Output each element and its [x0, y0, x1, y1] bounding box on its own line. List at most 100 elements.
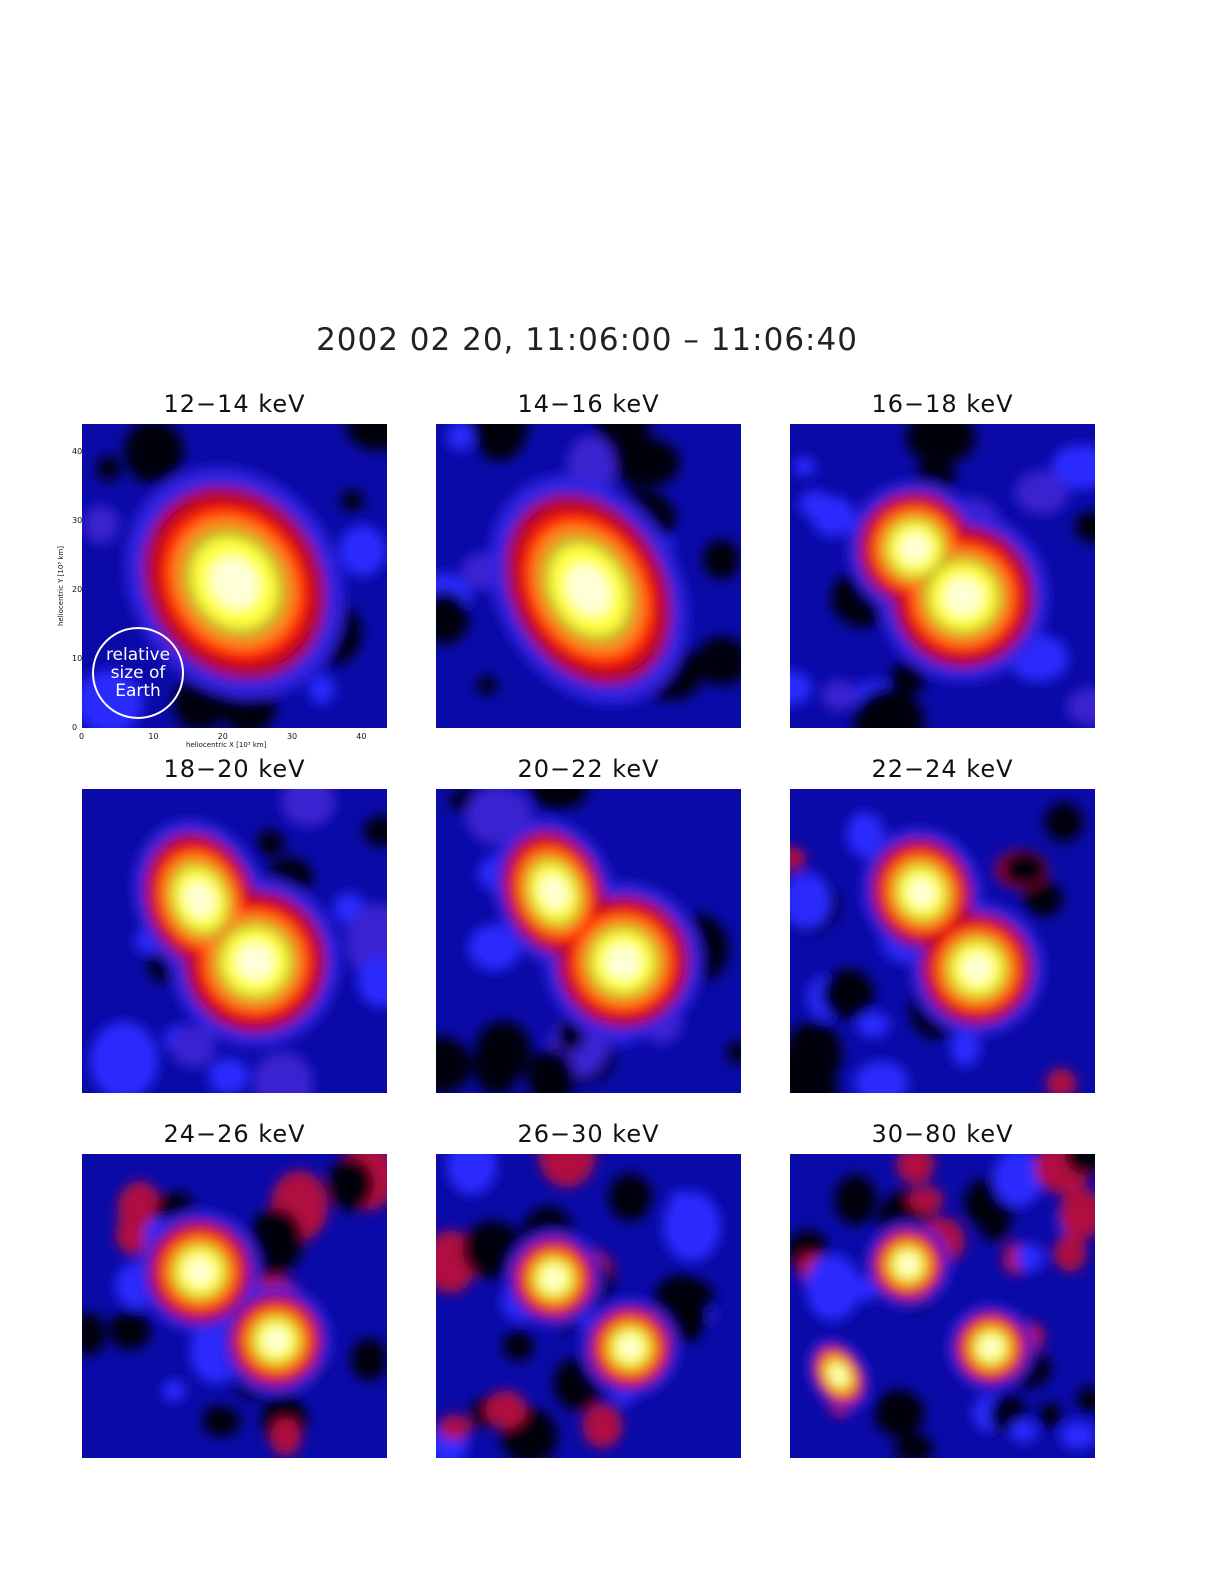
x-tick-label: 0 [79, 732, 85, 741]
source-contour [185, 1257, 214, 1286]
panel-label: 12−14 keV [163, 390, 306, 418]
source-contour [209, 556, 260, 610]
panel-label: 26−30 keV [517, 1120, 660, 1148]
noise-blob [874, 1389, 925, 1438]
source-contour [542, 1267, 565, 1290]
noise-blob [1046, 1068, 1077, 1093]
noise-blob [340, 490, 364, 512]
noise-blob [1015, 1243, 1044, 1272]
xray-map [436, 424, 741, 728]
noise-blob [538, 1154, 596, 1188]
noise-blob [1015, 470, 1069, 515]
source-contour [184, 881, 216, 918]
earth-label-line: relative [105, 645, 171, 665]
noise-blob [798, 491, 832, 518]
noise-blob [834, 1174, 877, 1226]
noise-blob [115, 1213, 155, 1255]
noise-blob [1009, 1419, 1038, 1443]
panel-label: 20−22 keV [517, 755, 660, 783]
panel-label: 24−26 keV [163, 1120, 306, 1148]
y-tick-label: 30 [72, 515, 83, 525]
noise-blob [894, 1433, 934, 1458]
noise-blob [281, 789, 336, 827]
y-tick-label: 40 [72, 446, 83, 456]
noise-blob [527, 1048, 575, 1093]
noise-blob [256, 829, 285, 857]
noise-blob [96, 456, 122, 481]
noise-blob [1038, 1402, 1063, 1430]
noise-blob [475, 1020, 532, 1083]
noise-blob [468, 924, 521, 971]
noise-blob [1053, 1233, 1087, 1272]
noise-blob [950, 1028, 980, 1067]
noise-blob [908, 1186, 944, 1213]
xray-map [790, 424, 1095, 728]
xray-image-panel: relative size of Earth [82, 424, 387, 728]
noise-blob [889, 660, 928, 694]
noise-blob [582, 1403, 623, 1448]
noise-blob [327, 1157, 374, 1211]
xray-image-panel [436, 789, 741, 1093]
noise-blob [790, 671, 812, 705]
y-tick-label: 20 [72, 584, 83, 594]
xray-map [790, 789, 1095, 1093]
noise-blob [846, 812, 884, 858]
source-contour [899, 533, 931, 564]
noise-blob [1076, 1386, 1095, 1413]
noise-blob [438, 1414, 472, 1440]
xray-map [790, 1154, 1095, 1458]
noise-blob [663, 1191, 721, 1262]
source-contour [539, 875, 568, 910]
source-contour [943, 577, 983, 617]
noise-blob [436, 1036, 473, 1093]
noise-blob [108, 1310, 151, 1350]
noise-blob [1059, 1187, 1095, 1240]
source-contour [831, 1366, 846, 1384]
noise-blob [1051, 444, 1095, 490]
noise-blob [905, 424, 976, 465]
noise-blob [89, 1021, 159, 1093]
xray-image-panel [436, 1154, 741, 1458]
xray-map [436, 789, 741, 1093]
noise-blob [896, 1154, 935, 1185]
y-axis-label: heliocentric Y [10³ km] [57, 546, 65, 626]
source-contour [908, 877, 936, 908]
noise-blob [339, 525, 387, 576]
panel-label: 22−24 keV [871, 755, 1014, 783]
noise-blob [471, 424, 528, 461]
noise-blob [726, 1041, 741, 1064]
source-contour [981, 1337, 1001, 1358]
x-axis-label: heliocentric X [10³ km] [186, 741, 267, 749]
xray-map [82, 1154, 387, 1458]
source-contour [235, 942, 275, 982]
noise-blob [821, 968, 875, 1021]
noise-blob [1023, 880, 1063, 917]
noise-blob [695, 636, 741, 686]
xray-image-panel [790, 1154, 1095, 1458]
noise-blob [447, 1154, 497, 1195]
xray-map [436, 1154, 741, 1458]
noise-blob [345, 424, 387, 451]
noise-blob [1066, 687, 1095, 726]
x-tick-label: 20 [217, 732, 228, 741]
xray-image-panel [82, 789, 387, 1093]
noise-blob [790, 1051, 824, 1093]
noise-blob [821, 680, 858, 711]
noise-blob [608, 1173, 652, 1222]
source-contour [263, 1328, 289, 1353]
earth-size-circle: relative size of Earth [92, 627, 184, 719]
panel-label: 14−16 keV [517, 390, 660, 418]
noise-blob [124, 424, 184, 484]
xray-image-panel [790, 789, 1095, 1093]
xray-image-panel [790, 424, 1095, 728]
noise-blob [793, 456, 816, 477]
noise-blob [170, 1026, 216, 1068]
noise-blob [557, 1018, 584, 1052]
noise-blob [208, 1058, 249, 1093]
earth-label-line: size of [110, 663, 166, 683]
noise-blob [1001, 851, 1047, 887]
noise-blob [476, 675, 497, 695]
earth-label-line: Earth [115, 681, 161, 701]
y-tick-label: 0 [72, 723, 78, 732]
x-tick-label: 10 [148, 732, 159, 741]
